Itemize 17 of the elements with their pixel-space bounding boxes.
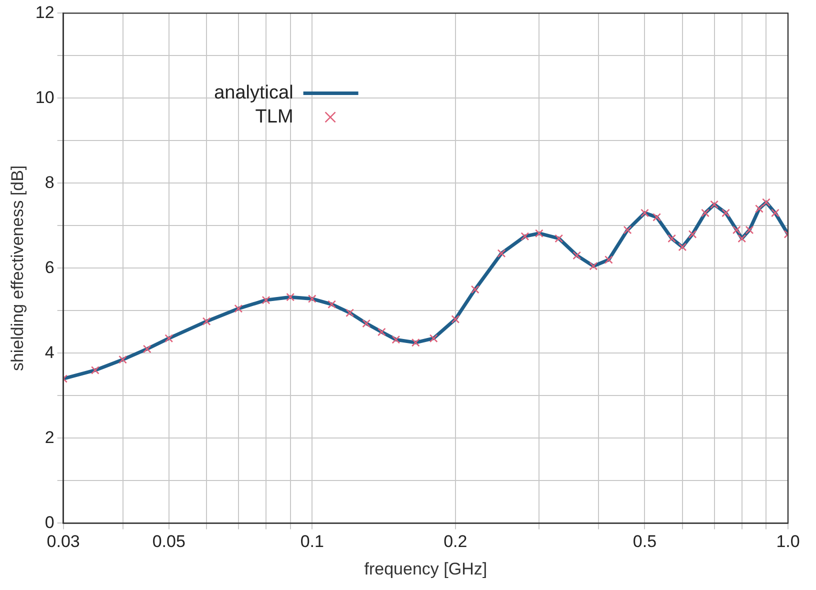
y-tick-label: 12 — [35, 2, 54, 22]
x-tick-label: 0.5 — [632, 532, 657, 552]
x-tick-label: 0.05 — [152, 532, 186, 552]
x-tick-label: 0.1 — [300, 532, 324, 552]
x-tick-label: 0.2 — [444, 532, 468, 552]
y-tick-label: 4 — [44, 342, 54, 362]
legend-label: analytical — [214, 82, 294, 104]
x-tick-label: 0.03 — [46, 532, 80, 552]
y-tick-label: 6 — [44, 258, 54, 277]
y-tick-label: 2 — [44, 428, 54, 447]
legend-label: TLM — [255, 106, 294, 128]
y-tick-label: 10 — [35, 88, 54, 107]
y-tick-label: 8 — [44, 172, 54, 192]
x-axis-title: frequency [GHz] — [364, 559, 488, 578]
y-axis-title: shielding effectiveness [dB] — [8, 165, 27, 372]
y-tick-label: 0 — [44, 512, 54, 532]
x-tick-label: 1.0 — [776, 532, 800, 552]
